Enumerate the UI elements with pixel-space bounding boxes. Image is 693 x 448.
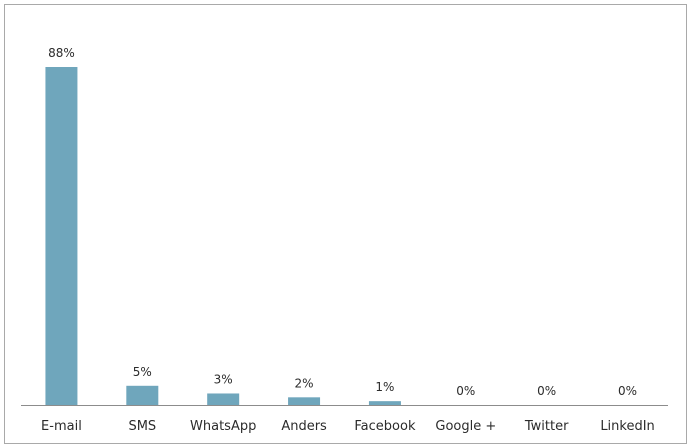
data-label-3: 2% <box>295 376 314 390</box>
category-label-3: Anders <box>281 419 327 434</box>
bar-3 <box>288 397 321 405</box>
bar-4 <box>368 401 401 405</box>
category-label-2: WhatsApp <box>190 419 256 434</box>
data-label-5: 0% <box>456 384 475 398</box>
category-label-5: Google + <box>435 419 496 434</box>
category-label-7: LinkedIn <box>600 419 654 434</box>
bar-1 <box>126 385 159 405</box>
category-label-0: E-mail <box>41 419 82 434</box>
category-label-4: Facebook <box>354 419 416 434</box>
bar-0 <box>45 67 78 405</box>
category-label-1: SMS <box>128 419 156 434</box>
data-label-6: 0% <box>537 384 556 398</box>
category-label-6: Twitter <box>524 419 569 434</box>
data-label-2: 3% <box>214 372 233 386</box>
data-label-0: 88% <box>48 46 75 60</box>
chart-frame <box>4 4 687 444</box>
data-label-4: 1% <box>375 380 394 394</box>
data-label-7: 0% <box>618 384 637 398</box>
bar-2 <box>207 393 240 405</box>
data-label-1: 5% <box>133 365 152 379</box>
